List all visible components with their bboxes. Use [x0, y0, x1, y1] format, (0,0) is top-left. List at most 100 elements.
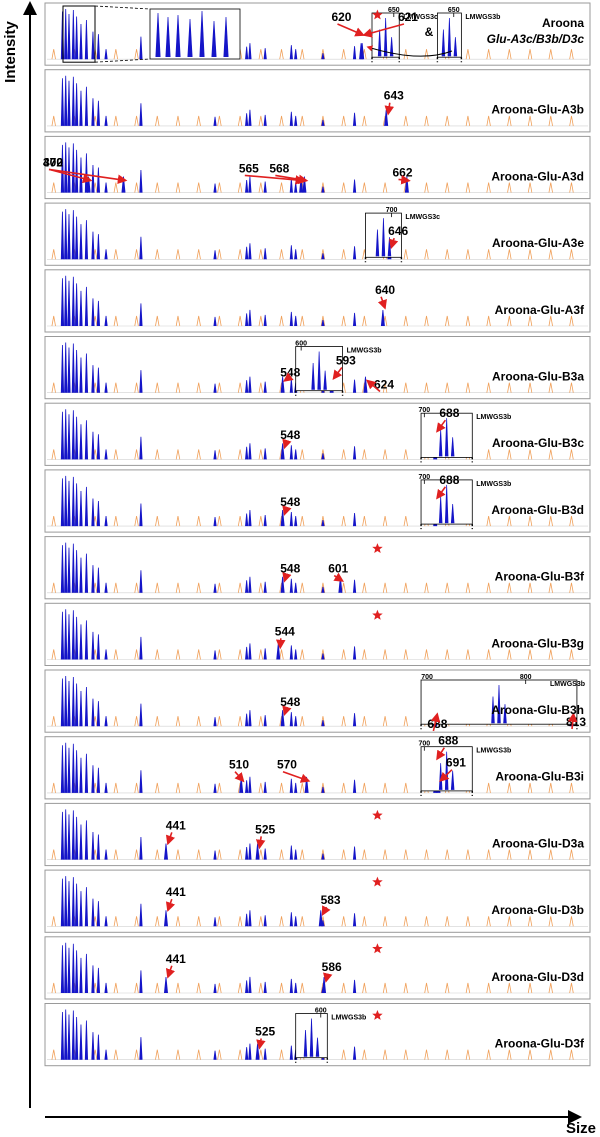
- size-standard-peak: [217, 849, 222, 860]
- size-standard-peak: [300, 115, 305, 126]
- sample-peak: [289, 978, 293, 994]
- zoom-inset-peak: [199, 10, 205, 58]
- sample-peak: [213, 983, 217, 994]
- sample-peak: [64, 142, 68, 193]
- sample-peak: [213, 783, 217, 793]
- size-standard-peak: [403, 849, 408, 860]
- sample-peak: [64, 209, 68, 260]
- size-standard-peak: [403, 982, 408, 994]
- inset-peak: [503, 704, 507, 724]
- size-standard-peak: [113, 916, 119, 927]
- inset-standard-name: LMWGS3b: [476, 414, 511, 421]
- peak-size-label: 662: [393, 165, 413, 179]
- size-standard-peak: [237, 449, 243, 460]
- size-standard-peak: [217, 916, 222, 927]
- peak-size-label: 646: [388, 224, 408, 238]
- sample-peak: [263, 781, 267, 793]
- size-standard-peak: [507, 582, 512, 593]
- sample-peak: [60, 278, 65, 327]
- peak-arrow: [234, 771, 245, 783]
- size-standard-peak: [382, 916, 388, 927]
- sample-peak: [139, 770, 143, 793]
- sample-peak: [245, 46, 249, 60]
- sample-peak: [248, 710, 252, 727]
- size-standard-peak: [507, 249, 512, 260]
- sample-peak: [104, 249, 108, 260]
- sample-peak: [67, 347, 71, 393]
- peak-size-label: 583: [321, 893, 341, 907]
- inset-peak: [311, 362, 315, 390]
- size-standard-peak: [300, 315, 305, 327]
- sample-peak: [96, 701, 101, 727]
- sample-peak: [60, 1011, 65, 1060]
- size-standard-peak: [51, 115, 56, 126]
- zoom-source-box: [62, 5, 96, 63]
- peak-arrow: [366, 379, 381, 393]
- sample-peak: [248, 776, 252, 793]
- sample-peak: [84, 20, 89, 60]
- sample-peak: [71, 343, 75, 393]
- sample-peak: [139, 570, 143, 593]
- size-standard-peak: [382, 649, 388, 660]
- size-standard-peak: [196, 716, 201, 727]
- size-standard-peak: [113, 716, 119, 727]
- sample-peak: [104, 982, 108, 994]
- sample-peak: [245, 780, 249, 793]
- size-standard-peak: [175, 182, 181, 193]
- size-standard-peak: [196, 582, 201, 593]
- inset-peak: [315, 1037, 320, 1057]
- size-standard-peak: [486, 449, 491, 460]
- sample-peak: [294, 249, 298, 260]
- peak-arrow: [165, 832, 176, 846]
- sample-peak: [294, 649, 298, 660]
- size-standard-peak: [155, 115, 160, 126]
- sample-peak: [245, 847, 249, 860]
- sample-peak: [263, 381, 267, 393]
- sample-peak: [60, 478, 65, 527]
- sample-peak: [79, 224, 83, 260]
- size-standard-peak: [403, 716, 408, 727]
- sample-peak: [248, 309, 252, 327]
- size-standard-peak: [569, 449, 574, 460]
- size-standard-peak: [175, 849, 181, 860]
- sample-peak: [79, 424, 83, 460]
- peak-size-label: 441: [166, 818, 186, 832]
- inset-peak: [383, 17, 388, 57]
- peak-arrow: [255, 836, 266, 850]
- sample-peak: [79, 357, 83, 393]
- size-standard-peak: [320, 249, 326, 260]
- inset-standard-name: LMWGS3b: [550, 681, 585, 688]
- y-axis-label: Intensity: [2, 21, 19, 83]
- peak-size-label: 620: [331, 10, 351, 24]
- size-standard-peak: [113, 849, 119, 860]
- sample-peak: [75, 83, 79, 126]
- size-standard-peak: [300, 582, 305, 593]
- zoom-connector: [94, 58, 151, 63]
- sample-peak: [104, 115, 108, 126]
- sample-peak: [75, 1017, 79, 1060]
- peak-size-label: 586: [322, 960, 342, 974]
- size-standard-peak: [134, 582, 139, 593]
- size-standard-peak: [403, 115, 408, 126]
- sample-peak: [67, 14, 71, 60]
- sample-peak: [71, 610, 75, 660]
- sample-peak: [352, 312, 357, 327]
- inset-peak: [309, 1018, 314, 1057]
- size-standard-peak: [196, 449, 201, 460]
- size-standard-peak: [51, 516, 56, 527]
- size-standard-peak: [341, 249, 346, 260]
- size-standard-peak: [258, 1049, 264, 1060]
- size-standard-peak: [445, 582, 450, 593]
- sample-peak: [213, 116, 217, 126]
- sample-peak: [67, 747, 71, 793]
- peak-arrow: [436, 419, 447, 433]
- size-standard-peak: [155, 649, 160, 660]
- size-standard-peak: [134, 649, 139, 660]
- size-standard-peak: [507, 115, 512, 126]
- star-marker: [372, 1010, 383, 1020]
- size-standard-peak: [113, 182, 119, 193]
- sample-peak: [75, 550, 79, 593]
- sample-peak: [91, 765, 95, 793]
- sample-peak: [91, 898, 95, 927]
